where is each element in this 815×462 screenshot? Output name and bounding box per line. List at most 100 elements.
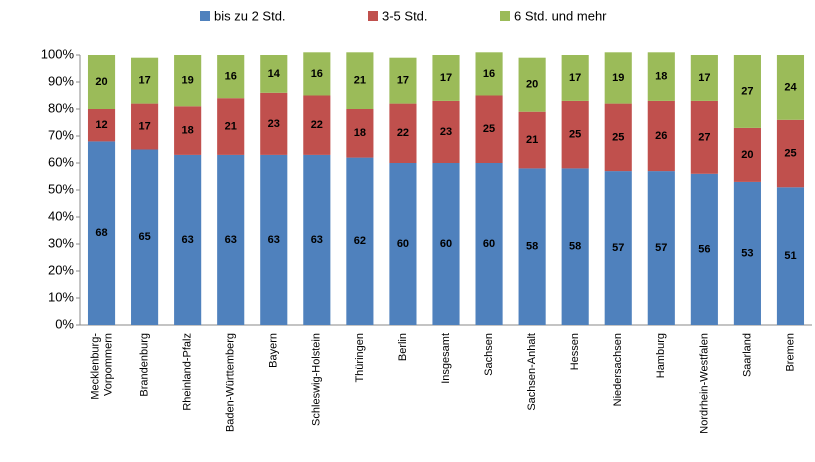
value-label: 19 — [612, 72, 624, 84]
value-label: 58 — [569, 241, 581, 253]
value-label: 22 — [311, 119, 323, 131]
bar-segment — [604, 103, 632, 172]
value-label: 60 — [440, 238, 452, 250]
value-label: 20 — [526, 79, 538, 91]
bar-segment — [217, 154, 245, 325]
value-label: 56 — [698, 243, 710, 255]
y-tick-label: 90% — [48, 73, 74, 88]
bar-segment — [389, 163, 417, 325]
value-label: 19 — [182, 75, 194, 87]
value-label: 14 — [268, 68, 281, 80]
value-label: 57 — [612, 242, 624, 254]
x-tick-label: Mecklenburg-Vorpommern — [89, 333, 114, 400]
bar-segment — [174, 106, 202, 155]
bar-segment — [432, 163, 460, 325]
y-tick-label: 20% — [48, 262, 74, 277]
value-label: 17 — [138, 75, 150, 87]
value-label: 18 — [655, 71, 667, 83]
value-label: 20 — [95, 76, 107, 88]
value-label: 51 — [784, 250, 796, 262]
value-label: 17 — [569, 72, 581, 84]
bar-segment — [733, 127, 761, 182]
bar-segment — [475, 95, 503, 163]
bar-segment — [561, 55, 589, 101]
y-tick-label: 80% — [48, 100, 74, 115]
bar-segment — [303, 95, 331, 155]
x-tick-label: Baden-Württemberg — [225, 333, 237, 432]
bar-segment — [303, 154, 331, 325]
bar-segment — [604, 52, 632, 104]
bar-segment — [87, 109, 116, 142]
x-tick-label: Thüringen — [354, 333, 366, 383]
x-tick-label: Saarland — [741, 333, 753, 377]
bar-segment — [131, 149, 159, 325]
value-label: 21 — [354, 75, 366, 87]
y-tick-label: 40% — [48, 208, 74, 223]
legend-swatch — [200, 11, 210, 21]
value-label: 27 — [741, 85, 753, 97]
x-tick-label: Sachsen-Anhalt — [526, 333, 538, 411]
value-label: 22 — [397, 127, 409, 139]
bar-segment — [87, 141, 116, 325]
value-label: 62 — [354, 235, 366, 247]
legend-label: bis zu 2 Std. — [214, 8, 286, 23]
x-tick-label: Brandenburg — [138, 333, 150, 397]
bar-segment — [647, 52, 675, 101]
value-label: 18 — [354, 127, 366, 139]
bar-segment — [217, 98, 245, 155]
value-label: 23 — [440, 126, 452, 138]
bar-segment — [776, 55, 805, 120]
x-tick-label: Berlin — [397, 333, 409, 361]
value-label: 24 — [784, 81, 797, 93]
y-tick-label: 100% — [41, 46, 75, 61]
y-tick-label: 0% — [55, 316, 74, 331]
value-label: 26 — [655, 130, 667, 142]
bar-segment — [733, 181, 761, 325]
bar-segment — [604, 171, 632, 325]
bar-segment — [690, 55, 718, 101]
value-label: 12 — [95, 119, 107, 131]
legend-label: 6 Std. und mehr — [514, 8, 607, 23]
value-label: 65 — [138, 231, 150, 243]
value-label: 25 — [483, 123, 495, 135]
bar-segment — [561, 168, 589, 325]
x-tick-label: Hamburg — [655, 333, 667, 378]
value-label: 63 — [311, 234, 323, 246]
legend-swatch — [368, 11, 378, 21]
bar-segment — [518, 111, 546, 169]
value-label: 23 — [268, 118, 280, 130]
y-tick-label: 10% — [48, 289, 74, 304]
value-label: 27 — [698, 131, 710, 143]
bar-segment — [733, 55, 761, 128]
value-label: 63 — [182, 234, 194, 246]
bar-segment — [131, 103, 159, 150]
value-label: 60 — [483, 238, 495, 250]
value-label: 58 — [526, 241, 538, 253]
value-label: 20 — [741, 149, 753, 161]
bar-segment — [87, 55, 116, 109]
bar-segment — [432, 55, 460, 101]
value-label: 63 — [268, 234, 280, 246]
bar-segment — [303, 52, 331, 96]
bar-segment — [389, 103, 417, 163]
x-tick-label: Schleswig-Holstein — [311, 333, 323, 426]
x-tick-label: Insgesamt — [440, 333, 452, 384]
value-label: 17 — [440, 72, 452, 84]
bar-segment — [131, 57, 159, 104]
bar-segment — [690, 100, 718, 174]
bar-segment — [217, 55, 245, 99]
bar-segment — [475, 163, 503, 325]
value-label: 21 — [526, 134, 538, 146]
x-tick-label: Hessen — [569, 333, 581, 370]
value-label: 16 — [225, 71, 237, 83]
value-label: 68 — [95, 227, 107, 239]
x-tick-label: Rheinland-Pfalz — [182, 333, 194, 411]
value-label: 17 — [698, 72, 710, 84]
value-label: 25 — [569, 129, 581, 141]
y-tick-label: 50% — [48, 181, 74, 196]
x-tick-label: Bremen — [784, 333, 796, 372]
y-tick-label: 70% — [48, 127, 74, 142]
bar-segment — [518, 168, 546, 325]
value-label: 17 — [138, 120, 150, 132]
